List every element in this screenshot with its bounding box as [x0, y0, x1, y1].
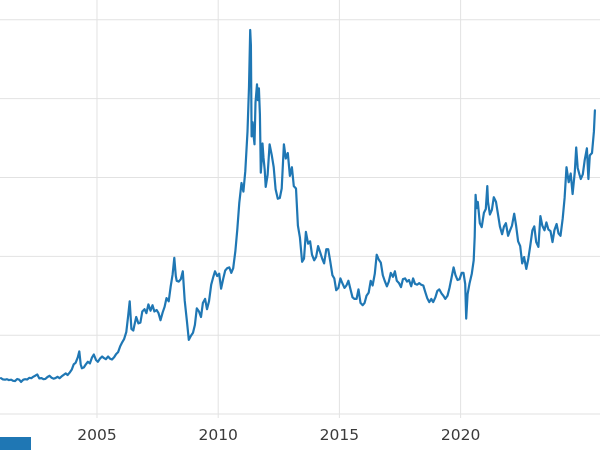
x-tick-label: 2005 [77, 426, 116, 444]
gridlines [0, 0, 600, 418]
x-tick-label: 2020 [441, 426, 480, 444]
corner-blue-element [0, 437, 31, 450]
x-axis-tick-labels: 2005 2010 2015 2020 [77, 426, 480, 444]
x-tick-label: 2010 [198, 426, 237, 444]
series-group [0, 28, 597, 383]
price-series-line [0, 28, 597, 383]
x-tick-label: 2015 [320, 426, 359, 444]
